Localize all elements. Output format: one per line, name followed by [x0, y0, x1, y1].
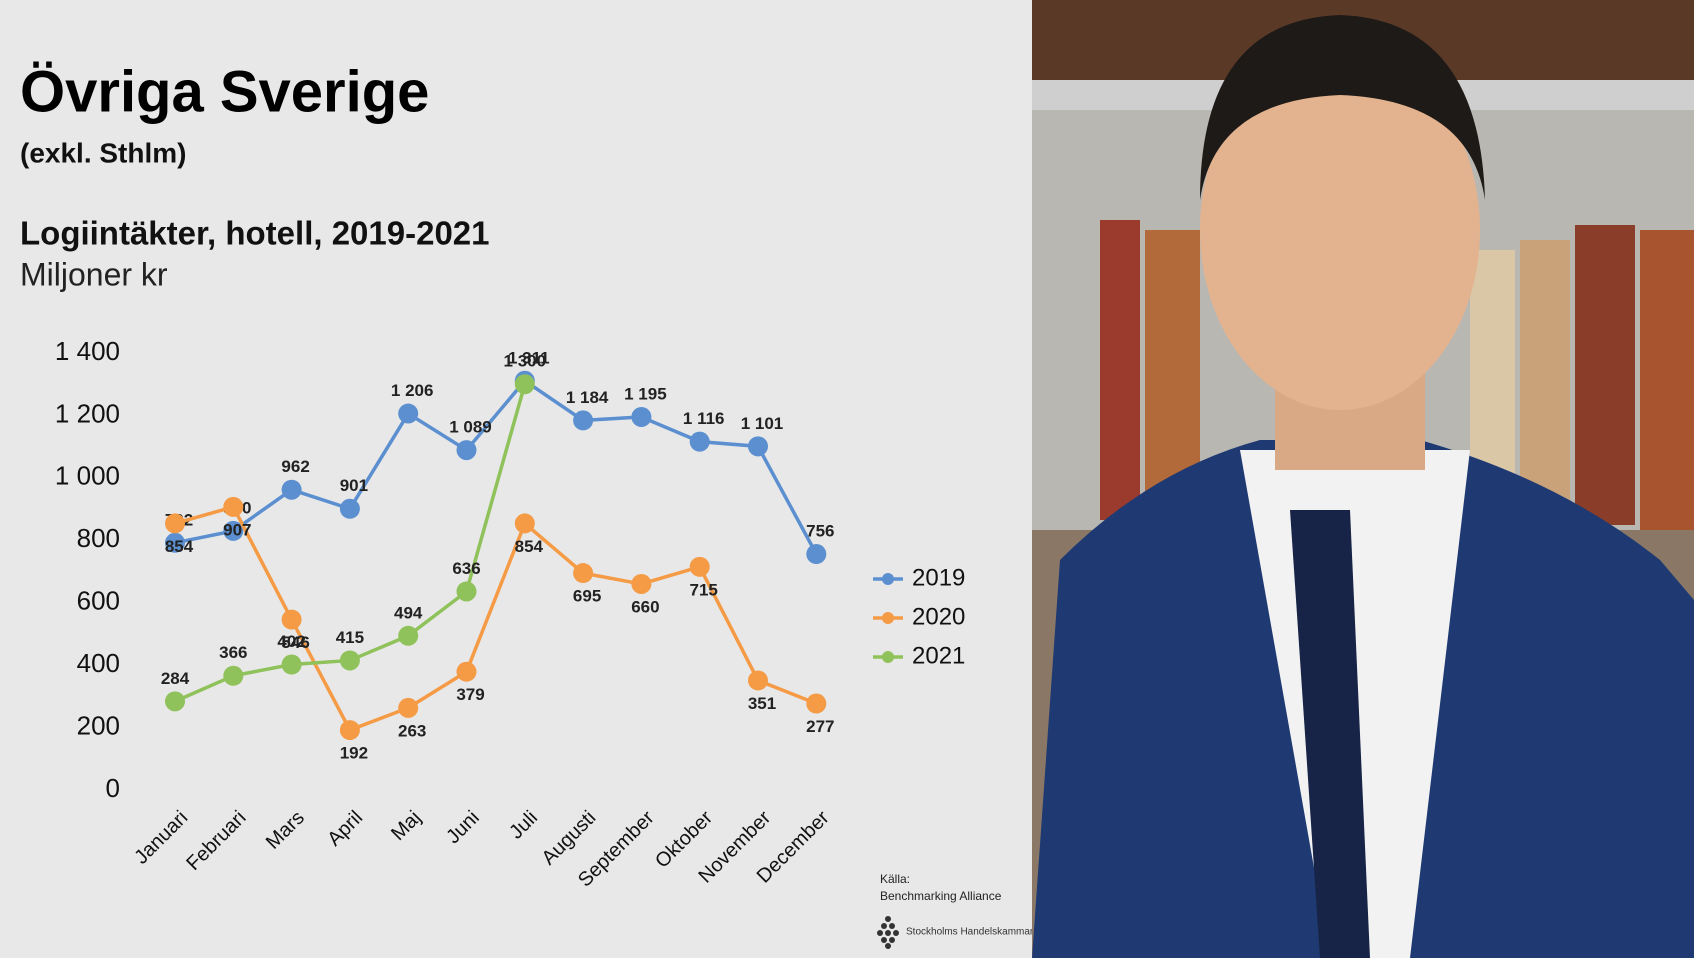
data-point: [165, 513, 185, 534]
y-tick-label: 800: [77, 523, 120, 553]
data-point: [165, 532, 185, 553]
data-point: [398, 697, 419, 718]
data-label: 546: [281, 633, 309, 652]
data-point: [631, 406, 652, 427]
data-label: 284: [161, 669, 190, 688]
data-point: [456, 581, 477, 602]
data-label: 695: [573, 587, 601, 606]
data-label: 1 300: [504, 352, 547, 371]
chart-title: Logiintäkter, hotell, 2019-2021: [20, 215, 490, 252]
data-label: 192: [340, 744, 368, 763]
data-label: 854: [515, 537, 544, 556]
data-label: 402: [277, 632, 305, 651]
data-point: [689, 431, 710, 452]
data-label: 1 089: [449, 418, 492, 437]
data-label: 366: [219, 643, 247, 662]
data-label: 854: [165, 537, 194, 556]
logo-text: Stockholms Handelskammare: [906, 927, 1039, 938]
data-label: 1 184: [566, 388, 609, 407]
logo-icon: [877, 916, 899, 949]
source-label: Källa:: [880, 872, 910, 886]
data-point: [281, 609, 302, 630]
y-tick-label: 0: [106, 773, 120, 803]
slide-title: Övriga Sverige: [20, 59, 429, 124]
data-label: 962: [281, 457, 309, 476]
legend-label: 2021: [912, 642, 965, 669]
data-point: [339, 498, 360, 519]
data-point: [806, 544, 827, 565]
y-tick-label: 600: [77, 586, 120, 616]
data-point: [398, 625, 419, 646]
data-label: 660: [631, 597, 659, 616]
y-tick-label: 1 200: [55, 398, 120, 428]
y-tick-label: 400: [77, 648, 120, 678]
data-label: 1 101: [741, 414, 784, 433]
data-point: [165, 691, 185, 712]
data-point: [748, 670, 768, 691]
data-label: 351: [748, 694, 776, 713]
slide-subtitle: (exkl. Sthlm): [20, 137, 186, 168]
data-label: 415: [336, 628, 364, 647]
data-point: [806, 693, 827, 714]
source: Benchmarking Alliance: [880, 889, 1002, 903]
data-point: [514, 374, 535, 395]
data-point: [223, 520, 244, 541]
data-label: 1 116: [683, 409, 725, 428]
y-axis-label: Miljoner kr: [20, 256, 168, 292]
legend-marker: [882, 573, 894, 585]
data-label: 277: [806, 717, 834, 736]
data-label: 1 195: [624, 384, 667, 403]
slide-background: [0, 0, 1032, 958]
legend-label: 2020: [912, 603, 965, 630]
data-point: [339, 650, 360, 671]
data-point: [398, 403, 419, 424]
legend-marker: [882, 651, 894, 663]
data-label: 1 311: [508, 348, 550, 367]
data-label: 379: [456, 685, 484, 704]
y-tick-label: 1 400: [55, 336, 120, 366]
legend-label: 2019: [912, 564, 965, 591]
y-tick-label: 200: [77, 710, 120, 740]
data-point: [573, 410, 594, 431]
data-label: 263: [398, 721, 426, 740]
data-point: [748, 436, 768, 457]
data-point: [223, 496, 244, 517]
legend-marker: [882, 612, 894, 624]
data-point: [689, 556, 710, 577]
data-label: 901: [340, 476, 368, 495]
data-label: 1 206: [391, 381, 434, 400]
data-point: [514, 513, 535, 534]
photo: [1032, 0, 1694, 958]
data-label: 756: [806, 522, 834, 541]
data-point: [281, 479, 302, 500]
data-point: [456, 661, 477, 682]
data-label: 494: [394, 603, 423, 622]
data-point: [573, 563, 594, 584]
data-point: [631, 573, 652, 594]
data-point: [223, 665, 244, 686]
data-point: [456, 440, 477, 461]
data-point: [339, 720, 360, 741]
data-point: [281, 654, 302, 675]
data-label: 636: [452, 559, 480, 578]
data-label: 907: [223, 520, 251, 539]
series-line: [174, 504, 817, 733]
y-tick-label: 1 000: [55, 461, 120, 491]
data-label: 715: [690, 580, 718, 599]
